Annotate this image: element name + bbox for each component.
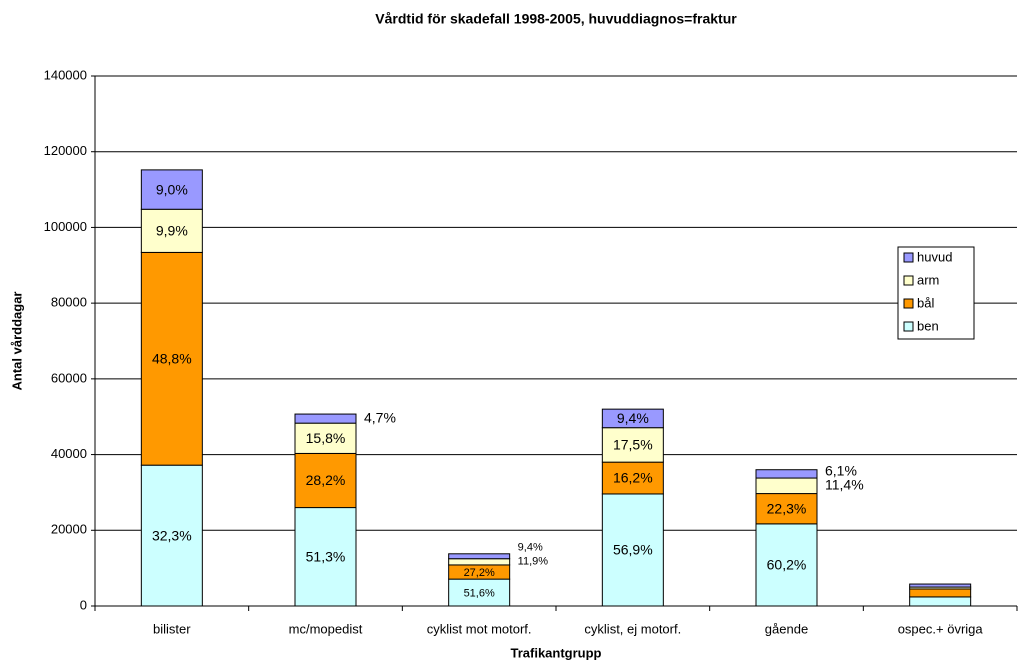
chart-title: Vårdtid för skadefall 1998-2005, huvuddi… — [375, 11, 737, 27]
x-tick-label: bilister — [153, 621, 191, 636]
value-label: 9,9% — [156, 223, 188, 239]
legend-label: ben — [917, 318, 939, 333]
x-tick-label: cyklist, ej motorf. — [584, 621, 681, 636]
value-label: 60,2% — [767, 557, 807, 573]
x-tick-label: ospec.+ övriga — [898, 621, 984, 636]
value-label: 9,0% — [156, 181, 188, 197]
x-tick-label: mc/mopedist — [289, 621, 363, 636]
legend-swatch — [903, 252, 914, 263]
x-axis-title: Trafikantgrupp — [510, 645, 601, 660]
legend-label: bål — [917, 295, 934, 310]
value-label: 17,5% — [613, 437, 653, 453]
value-label: 6,1% — [825, 463, 857, 479]
value-label: 4,7% — [364, 409, 396, 425]
legend-label: huvud — [917, 249, 952, 264]
bar-segment — [755, 469, 818, 479]
bar-segment — [448, 558, 511, 566]
bar-segment — [140, 464, 203, 607]
bar-segment — [448, 553, 511, 560]
value-label: 11,9% — [518, 556, 549, 568]
value-label: 51,6% — [464, 587, 495, 599]
x-tick-label: cyklist mot motorf. — [427, 621, 532, 636]
bar-segment — [755, 477, 818, 495]
legend-swatch — [903, 275, 914, 286]
value-label: 22,3% — [767, 500, 807, 516]
bar-segment — [140, 169, 203, 210]
bar-segment — [294, 452, 357, 509]
bar-segment — [140, 251, 203, 466]
value-label: 11,4% — [825, 477, 864, 493]
value-label: 27,2% — [464, 567, 495, 579]
bar-segment — [601, 493, 664, 607]
bar-segment — [294, 507, 357, 607]
bar-segment — [755, 523, 818, 607]
bar-segment — [601, 427, 664, 463]
value-label: 15,8% — [306, 430, 346, 446]
value-label: 32,3% — [152, 527, 192, 543]
value-label: 51,3% — [306, 548, 346, 564]
y-tick-label: 100000 — [44, 219, 87, 234]
y-tick-label: 140000 — [44, 67, 87, 82]
legend-label: arm — [917, 272, 939, 287]
y-tick-label: 20000 — [51, 522, 87, 537]
value-label: 56,9% — [613, 542, 653, 558]
value-label: 9,4% — [518, 542, 543, 554]
y-tick-label: 80000 — [51, 295, 87, 310]
bar-segment — [909, 583, 972, 588]
y-tick-label: 60000 — [51, 370, 87, 385]
y-tick-label: 40000 — [51, 446, 87, 461]
value-label: 9,4% — [617, 410, 649, 426]
y-axis-title: Antal vårddagar — [9, 292, 24, 391]
bar-segment — [909, 596, 972, 607]
bar-segment — [755, 493, 818, 525]
value-label: 48,8% — [152, 350, 192, 366]
bar-segment — [448, 578, 511, 607]
x-tick-label: gående — [765, 621, 808, 636]
legend-swatch — [903, 298, 914, 309]
bar-segment — [601, 408, 664, 429]
bar-segment — [294, 413, 357, 424]
bar-segment — [294, 422, 357, 454]
y-tick-label: 0 — [80, 597, 87, 612]
y-tick-label: 120000 — [44, 143, 87, 158]
legend-swatch — [903, 321, 914, 332]
bar-segment — [909, 588, 972, 598]
bar-segment — [601, 461, 664, 495]
value-label: 16,2% — [613, 470, 653, 486]
value-label: 28,2% — [306, 472, 346, 488]
